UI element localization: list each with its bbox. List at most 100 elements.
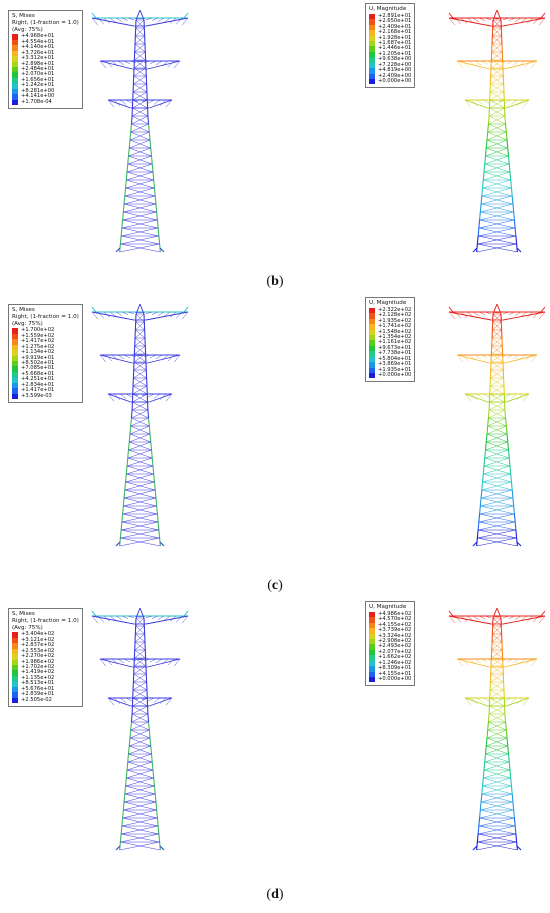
legend-value: +2.128e+02 <box>378 312 412 319</box>
arm-brace <box>161 354 169 361</box>
tower-leg <box>129 729 132 739</box>
arm-brace <box>506 354 514 359</box>
arm-brace <box>482 393 490 398</box>
arm-brace <box>478 311 486 315</box>
legend-entry: +1.708e-04 <box>12 99 79 106</box>
legend-value: +3.739e+02 <box>378 627 412 634</box>
tower-leg <box>485 737 488 747</box>
arm-brace <box>123 354 131 359</box>
tower-leg <box>506 433 509 443</box>
tower-brace <box>478 825 516 835</box>
arm-brace <box>522 99 530 108</box>
tower-brace <box>130 425 151 435</box>
tower-leg <box>149 737 152 747</box>
legend-scale: +2.322e+02 +2.128e+02 +1.935e+02 +1.741e+02… <box>369 306 412 379</box>
tower-leg <box>126 457 129 467</box>
tower-brace <box>488 705 505 715</box>
arm-brace <box>121 17 129 21</box>
legend-entry: +2.493e+02 <box>369 643 411 650</box>
tower-leg <box>156 219 159 229</box>
legend-value: +0.000e+00 <box>378 78 412 85</box>
cross-arm <box>448 17 492 27</box>
arm-brace <box>163 311 171 317</box>
arm-brace <box>524 354 532 362</box>
legend-color-swatch <box>369 345 375 352</box>
arm-brace <box>516 697 524 705</box>
legend-color-swatch <box>369 334 375 341</box>
legend-value: +3.312e+01 <box>21 55 55 62</box>
tower-brace <box>119 537 160 547</box>
tower-leg <box>153 785 156 795</box>
tower-leg <box>514 227 517 237</box>
legend-title: U, Magnitude <box>369 604 411 611</box>
tower-brace <box>489 393 505 403</box>
legend-value: +2.270e+02 <box>21 653 55 660</box>
arm-brace <box>538 615 546 624</box>
tower-brace <box>123 203 156 213</box>
legend-color-swatch <box>12 355 18 362</box>
legend-entry: +1.417e+01 <box>12 387 79 394</box>
tower-brace <box>134 641 146 651</box>
tower-leg <box>122 211 124 221</box>
arm-tip <box>183 610 189 617</box>
legend-entry: +2.505e-02 <box>12 697 79 704</box>
arm-brace <box>91 615 99 624</box>
legend-color-swatch <box>12 670 18 676</box>
legend-entry: +2.891e+01 <box>369 13 411 20</box>
arm-brace <box>173 354 181 363</box>
legend-title: S, Mises Right, (1-fraction = 1.0) (Avg: 7… <box>12 611 79 631</box>
legend-title: U, Magnitude <box>369 300 411 307</box>
tower-brace <box>129 729 150 739</box>
legend-entry: +1.205e+01 <box>369 51 411 58</box>
legend-color-swatch <box>369 611 375 618</box>
legend-entry: +7.228e+00 <box>369 61 412 69</box>
tower-leg <box>477 521 480 531</box>
tower-brace <box>120 235 159 245</box>
tower-leg <box>477 825 480 835</box>
legend-value: +1.135e+02 <box>21 674 55 681</box>
tower-brace <box>492 313 502 323</box>
tower-leg <box>505 123 507 133</box>
tower-leg <box>483 457 486 467</box>
legend-value: +7.228e+00 <box>378 61 412 68</box>
tower-brace <box>131 115 149 125</box>
tower-brace <box>489 99 505 109</box>
tower-brace <box>129 139 151 149</box>
arm-brace <box>506 658 514 663</box>
tower-leg <box>155 801 158 811</box>
legend-title-line: S, Mises <box>12 13 35 19</box>
legend-value: +2.322e+02 <box>378 306 412 313</box>
caption-letter: b <box>271 274 279 289</box>
legend-color-swatch <box>12 56 18 62</box>
arm-brace <box>516 393 524 401</box>
arm-brace <box>165 393 173 402</box>
legend-title-line: Right, (1-fraction = 1.0) <box>12 313 79 320</box>
arm-brace <box>498 393 506 397</box>
tower-brace <box>129 433 151 443</box>
legend-entry: +3.739e+02 <box>369 627 412 634</box>
arm-brace <box>488 697 496 701</box>
tower-leg <box>479 211 481 221</box>
legend-entry: +2.409e+01 <box>369 24 411 31</box>
tower-brace <box>491 641 503 651</box>
tower-leg <box>505 425 508 435</box>
tower-foot <box>472 541 478 547</box>
legend-entry: +9.673e+01 <box>369 345 411 352</box>
arm-brace <box>492 658 500 660</box>
tower-leg <box>158 529 161 539</box>
tower-leg <box>153 473 156 483</box>
tower-leg <box>126 163 129 173</box>
arm-brace <box>474 658 482 664</box>
tower-leg <box>507 155 510 165</box>
arm-brace <box>508 615 516 619</box>
cross-arm <box>504 354 538 364</box>
tower-brace <box>480 801 513 811</box>
arm-brace <box>470 99 478 107</box>
legend-color-swatch <box>369 671 375 678</box>
arm-brace <box>462 354 470 362</box>
tower-leg <box>125 769 128 779</box>
tower-leg <box>508 163 511 173</box>
caption-paren-right: ) <box>278 578 283 593</box>
legend-value: +1.700e+02 <box>21 327 55 334</box>
arm-brace <box>107 99 115 108</box>
